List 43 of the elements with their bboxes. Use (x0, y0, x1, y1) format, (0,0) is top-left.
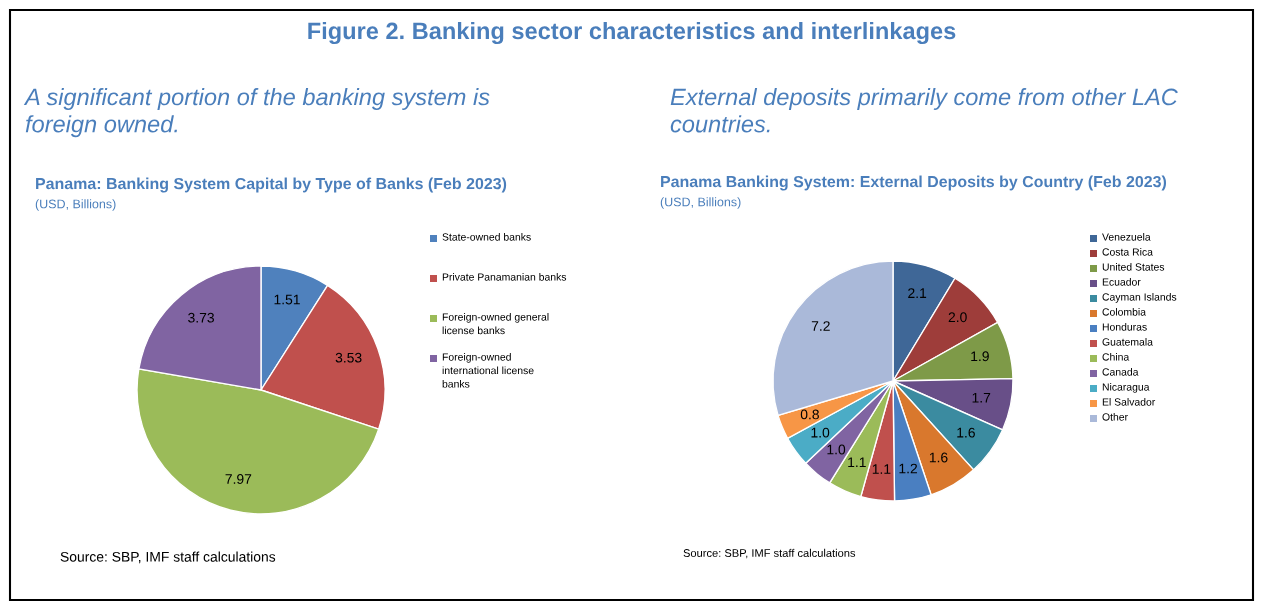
data-label: 1.51 (274, 294, 300, 305)
data-label: 7.97 (225, 474, 252, 484)
legend-label: Ecuador (1102, 278, 1141, 286)
data-label: 7.2 (811, 321, 830, 331)
chart-subtitle: (USD, Billions) (660, 197, 741, 209)
legend-label: Foreign-owned international license banks (442, 353, 534, 388)
data-label: 1.6 (929, 452, 948, 463)
data-label: 0.8 (800, 409, 819, 420)
source-note: Source: SBP, IMF staff calculations (60, 551, 276, 564)
legend-label: Foreign-owned general license banks (442, 313, 549, 335)
data-label: 1.0 (827, 444, 846, 455)
legend-label: Nicaragua (1102, 383, 1150, 393)
chart-title: Panama Banking System: External Deposits by Country (Feb 2023) (661, 175, 1167, 191)
data-label: 2.0 (948, 312, 967, 323)
legend-label: Cayman Islands (1102, 293, 1177, 303)
chart-title: Panama: Banking System Capital by Type of Banks (Feb 2023) (36, 177, 507, 193)
data-label: 1.7 (972, 392, 991, 403)
data-label: 3.53 (335, 352, 362, 363)
legend-label: Venezuela (1102, 233, 1151, 241)
data-label: 1.2 (899, 463, 918, 474)
legend-label: El Salvador (1102, 398, 1156, 406)
legend-label: Canada (1102, 368, 1139, 376)
legend-label: Honduras (1102, 323, 1147, 331)
data-label: 1.6 (957, 427, 975, 438)
data-label: 1.1 (872, 464, 891, 474)
data-label: 1.1 (848, 457, 866, 467)
legend-label: Private Panamanian banks (442, 273, 567, 281)
data-label: 1.0 (811, 427, 830, 438)
legend-label: United States (1102, 263, 1165, 271)
legend-label: Guatemala (1102, 338, 1153, 346)
data-label: 2.1 (908, 288, 927, 298)
legend-label: Colombia (1102, 308, 1146, 316)
chart-subtitle: (USD, Billions) (35, 199, 116, 211)
legend-label: Costa Rica (1102, 248, 1153, 256)
source-note: Source: SBP, IMF staff calculations (683, 548, 856, 559)
text: External deposits primarily come from other LAC countries. (670, 88, 1178, 133)
legend-label: China (1102, 353, 1130, 361)
data-label: 1.9 (971, 351, 989, 362)
legend-label: State-owned banks (442, 233, 531, 241)
data-label: 3.73 (188, 312, 214, 323)
text: A significant portion of the banking system is foreign owned. (23, 88, 490, 138)
caption: Figure 2. Banking sector characteristics and interlinkages (308, 21, 956, 45)
legend-label: Other (1102, 413, 1128, 421)
